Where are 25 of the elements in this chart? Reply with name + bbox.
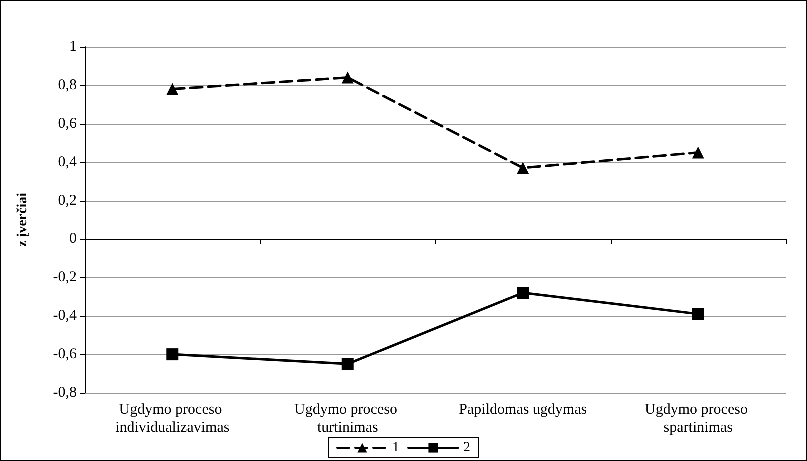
y-tick-label: -0,4 [53, 308, 78, 324]
point [342, 358, 354, 370]
point [166, 348, 179, 361]
legend-label: 2 [464, 440, 470, 456]
y-tick-label: 0 [70, 231, 77, 248]
y-tick-label: 0,4 [58, 154, 78, 170]
y-tick-label: 0,6 [58, 116, 78, 132]
x-tick-label: Ugdymo proceso spartinimas [645, 402, 752, 436]
y-tick-label: 0,2 [58, 192, 77, 209]
point [692, 308, 704, 320]
y-tick-label: -0,2 [53, 270, 77, 286]
y-tick-label: 1 [70, 39, 77, 55]
point [342, 72, 354, 84]
point [517, 287, 530, 300]
legend-label: 1 [392, 440, 400, 456]
y-tick-label: -0,8 [53, 385, 77, 401]
point [517, 162, 530, 174]
x-tick-label: Ugdymo proceso individualizavimas [116, 402, 230, 436]
y-tick-label: 0,8 [58, 77, 77, 94]
y-axis-title: z įverčiai [16, 192, 30, 248]
point [692, 146, 704, 159]
point [166, 83, 179, 96]
x-tick-label: Papildomas ugdymas [459, 402, 588, 418]
y-tick-label: -0,6 [53, 346, 78, 363]
x-tick-label: Ugdymo proceso turtinimas [294, 402, 402, 436]
